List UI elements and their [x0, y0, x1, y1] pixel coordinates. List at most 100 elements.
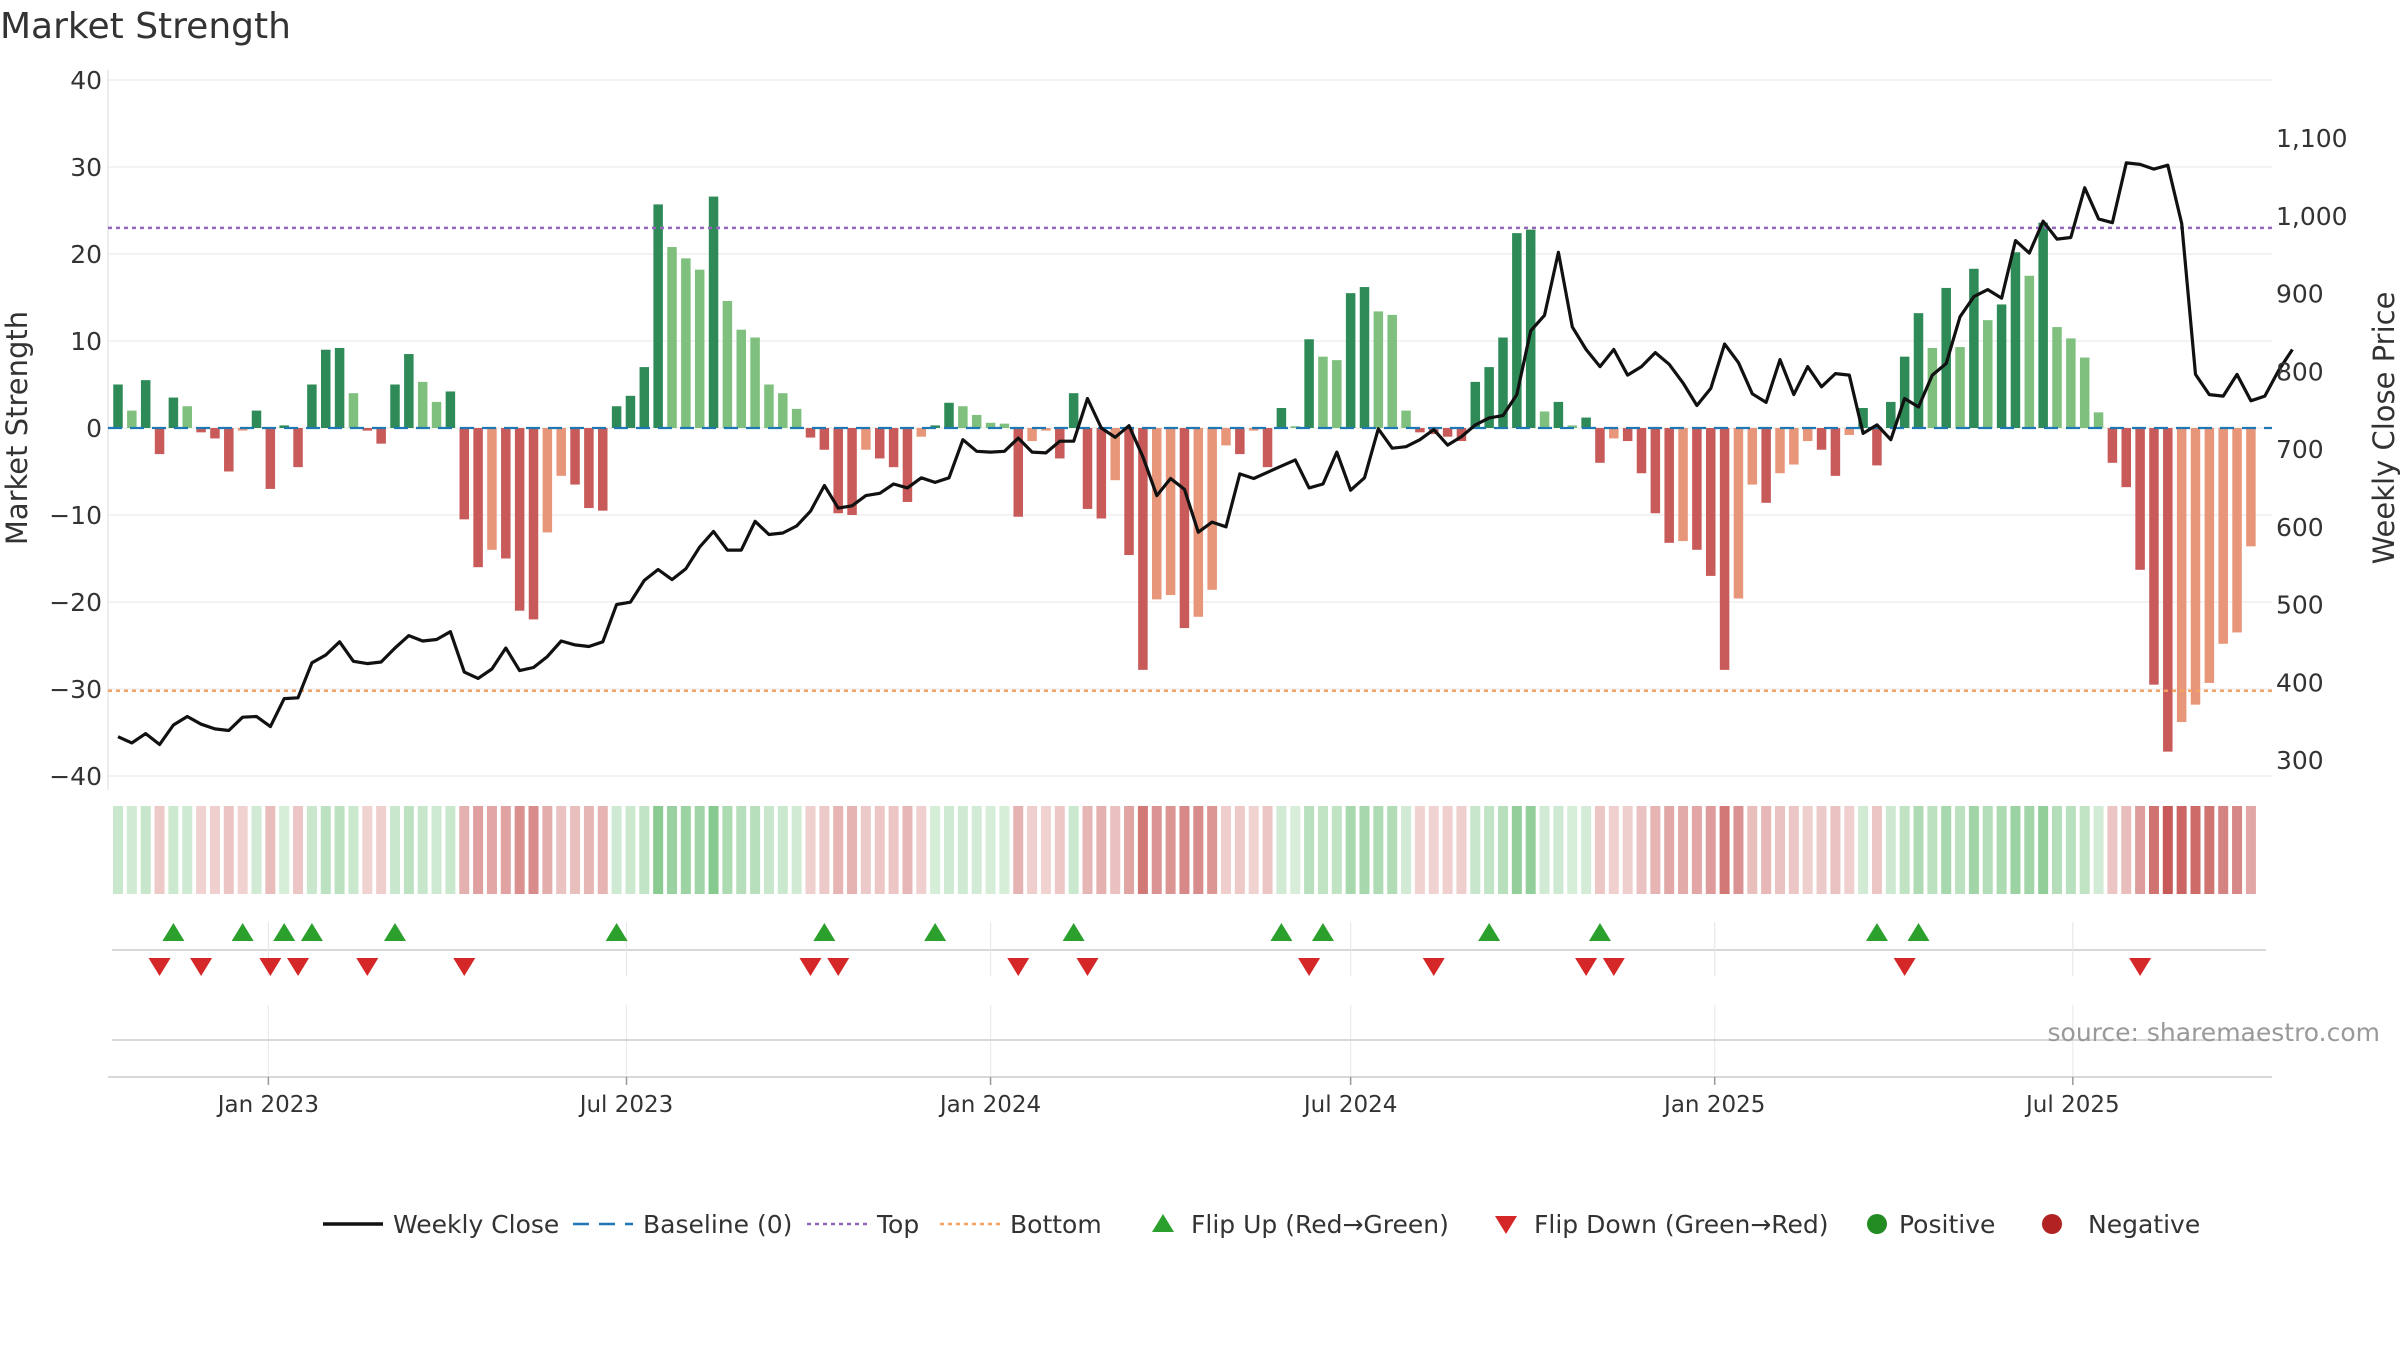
strength-bar: [293, 428, 303, 468]
strength-bar: [2135, 428, 2145, 570]
strength-bar: [1262, 428, 1273, 468]
strength-bar: [1955, 347, 1965, 428]
heat-cell: [597, 806, 608, 894]
strength-bar: [1996, 304, 2007, 428]
heat-cell: [237, 806, 248, 894]
heat-cell: [1373, 806, 1384, 894]
heat-cell: [1082, 806, 1093, 894]
strength-bar: [1401, 410, 1411, 428]
strength-heat-strip: [113, 806, 2256, 894]
strength-bar: [196, 428, 206, 433]
heat-cell: [1594, 806, 1605, 894]
heat-cell: [140, 806, 151, 894]
strength-bar: [404, 354, 414, 428]
heat-cell: [1179, 806, 1190, 894]
strength-bar: [1692, 428, 1702, 550]
heat-cell: [2135, 806, 2146, 894]
flip-down-marker: [827, 958, 850, 976]
strength-bar: [930, 425, 940, 428]
heat-cell: [362, 806, 373, 894]
heat-cell: [1775, 806, 1785, 894]
heat-cell: [2038, 806, 2049, 894]
y-tick-label: −40: [49, 762, 102, 791]
strength-bar: [2010, 252, 2021, 428]
heat-cell: [265, 806, 276, 894]
heat-cell: [750, 806, 761, 894]
y-tick-label: 10: [70, 327, 102, 356]
heat-cell: [417, 806, 428, 894]
heat-cell: [1498, 806, 1508, 894]
heat-cell: [2107, 806, 2118, 894]
strength-bar: [1138, 428, 1148, 670]
flip-down-marker: [287, 958, 310, 976]
heat-cell: [1511, 806, 1522, 894]
heat-cell: [223, 806, 234, 894]
heat-cell: [348, 806, 359, 894]
heat-cell: [500, 806, 511, 894]
strength-bar: [584, 428, 594, 509]
heat-cell: [1359, 806, 1370, 894]
heat-cell: [1539, 806, 1550, 894]
heat-cell: [1968, 806, 1979, 894]
heat-cell: [1428, 806, 1439, 894]
strength-bar: [1539, 411, 1550, 428]
heat-cell: [680, 806, 691, 894]
heat-cell: [1331, 806, 1342, 894]
heat-cell: [1054, 806, 1065, 894]
legend-label: Flip Down (Green→Red): [1534, 1210, 1829, 1239]
heat-cell: [2079, 806, 2090, 894]
strength-bar: [1096, 428, 1107, 519]
strength-bar: [501, 428, 511, 559]
strength-bar: [833, 428, 843, 514]
heat-cell: [2010, 806, 2021, 894]
flip-up-marker: [231, 923, 254, 941]
heat-cell: [694, 806, 705, 894]
legend-item: Flip Down (Green→Red): [1495, 1210, 1829, 1239]
strength-bar: [1041, 428, 1051, 431]
y2-tick-label: 600: [2276, 513, 2324, 542]
heat-cell: [736, 806, 747, 894]
heat-cell: [1207, 806, 1218, 894]
legend-item: Weekly Close: [323, 1210, 559, 1239]
strength-bar: [570, 428, 580, 485]
heat-cell: [1691, 806, 1702, 894]
strength-bar: [1622, 428, 1633, 442]
flip-up-marker: [1311, 923, 1334, 941]
heat-cell: [2245, 806, 2256, 894]
strength-bar: [390, 384, 400, 428]
legend-label: Bottom: [1010, 1210, 1102, 1239]
heat-cell: [154, 806, 165, 894]
strength-bar: [1276, 407, 1287, 428]
legend-label: Flip Up (Red→Green): [1191, 1210, 1449, 1239]
strength-bar: [764, 384, 774, 428]
heat-cell: [819, 806, 830, 894]
strength-bar: [1221, 428, 1231, 446]
strength-bar: [819, 428, 830, 450]
y2-tick-label: 500: [2276, 591, 2324, 620]
heat-cell: [1955, 806, 1966, 894]
flip-up-marker: [924, 923, 947, 941]
strength-bar: [778, 393, 788, 428]
heat-cell: [1165, 806, 1176, 894]
heat-cell: [777, 806, 788, 894]
strength-bar: [1235, 428, 1245, 455]
heat-cell: [791, 806, 802, 894]
legend-label: Positive: [1899, 1210, 1995, 1239]
y-tick-label: 30: [70, 153, 102, 182]
strength-bar: [861, 428, 871, 450]
heat-cell: [583, 806, 594, 894]
heat-cell: [2093, 806, 2104, 894]
weekly-close-line: [117, 161, 2294, 747]
flip-down-marker: [1298, 958, 1321, 976]
strength-bar: [528, 428, 539, 620]
legend-item: Top: [807, 1210, 919, 1239]
heat-cell: [1802, 806, 1813, 894]
strength-bar: [1179, 428, 1190, 629]
strength-bar: [736, 329, 746, 428]
heat-cell: [2052, 806, 2062, 894]
heat-cell: [168, 806, 179, 894]
strength-bar: [334, 347, 345, 428]
heat-cell: [1110, 806, 1121, 894]
strength-bar: [985, 422, 996, 428]
strength-bar: [2107, 428, 2118, 463]
